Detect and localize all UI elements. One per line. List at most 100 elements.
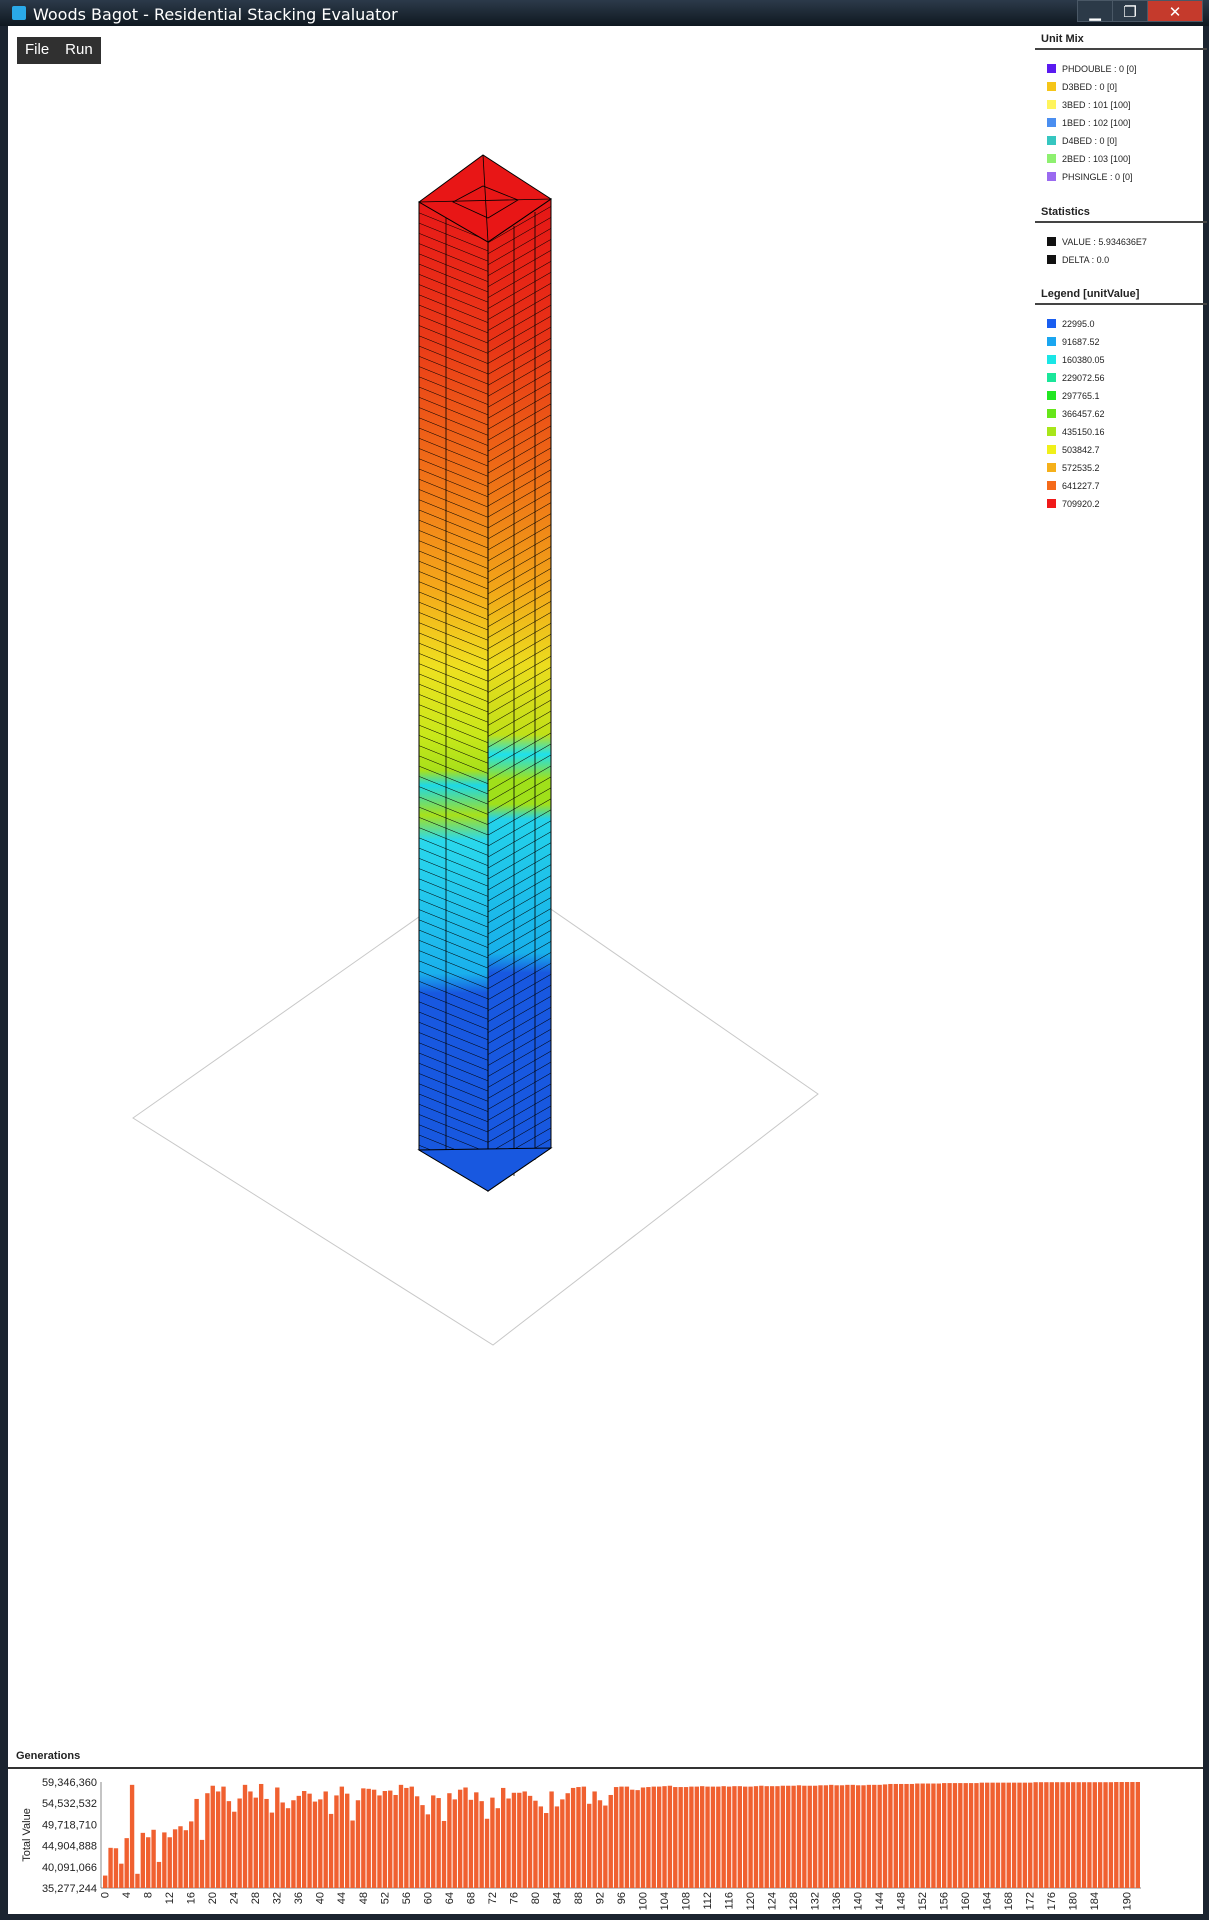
generation-bar (366, 1788, 371, 1888)
unit-mix-label: 1BED : 102 [100] (1062, 118, 1131, 128)
generation-bar (995, 1782, 1001, 1888)
x-tick-label: 0 (100, 1892, 112, 1898)
generation-bar (699, 1786, 705, 1888)
x-tick-label: 88 (573, 1892, 585, 1904)
x-tick-label: 104 (659, 1892, 671, 1910)
legend-label: 503842.7 (1062, 445, 1100, 455)
legend-item: 229072.56 (1035, 369, 1207, 387)
unit-mix-label: PHSINGLE : 0 [0] (1062, 172, 1133, 182)
generations-divider (8, 1767, 1203, 1769)
generation-bar (656, 1786, 662, 1888)
unit-mix-title: Unit Mix (1035, 30, 1207, 50)
generation-bar (748, 1786, 753, 1888)
generation-bar (834, 1785, 839, 1888)
generations-chart[interactable]: Total Value 35,277,244 40,091,066 44,904,88… (8, 1770, 1203, 1914)
x-tick-label: 60 (422, 1892, 434, 1904)
generation-bar (1135, 1782, 1140, 1888)
y-tick-label: 59,346,360 (42, 1777, 97, 1789)
generation-bar (1054, 1782, 1060, 1888)
statistic-item: VALUE : 5.934636E7 (1035, 233, 1207, 251)
x-tick-label: 100 (637, 1892, 649, 1910)
generation-bar (420, 1805, 425, 1888)
x-tick-label: 72 (487, 1892, 499, 1904)
menu-file[interactable]: File (25, 41, 50, 58)
generation-bar (151, 1829, 156, 1888)
generation-bar (592, 1791, 597, 1888)
generation-bar (533, 1800, 538, 1888)
generation-bar (328, 1813, 334, 1888)
generation-bar (1006, 1782, 1011, 1888)
generation-bar (759, 1785, 764, 1888)
x-tick-label: 84 (551, 1892, 563, 1904)
generation-bar (743, 1786, 748, 1888)
x-tick-label: 152 (917, 1892, 929, 1910)
generation-bar (258, 1783, 264, 1888)
legend-item: 91687.52 (1035, 333, 1207, 351)
generation-bar (301, 1791, 307, 1888)
unit-mix-swatch (1047, 100, 1056, 109)
close-button[interactable]: ✕ (1147, 0, 1203, 22)
generation-bar (291, 1800, 296, 1888)
unit-mix-item: 3BED : 101 [100] (1035, 96, 1207, 114)
x-tick-label: 136 (831, 1892, 843, 1910)
generation-bar (850, 1784, 855, 1888)
generation-bar (979, 1782, 985, 1888)
unit-mix-label: PHDOUBLE : 0 [0] (1062, 64, 1137, 74)
legend-title: Legend [unitValue] (1035, 285, 1207, 305)
generation-bar (103, 1875, 108, 1888)
y-tick-label: 40,091,066 (42, 1862, 97, 1874)
legend-panel: Legend [unitValue] 22995.0 91687.52 160380… (1035, 285, 1207, 513)
x-tick-label: 132 (810, 1892, 822, 1910)
window-frame-bottom (0, 1914, 1209, 1920)
window-titlebar[interactable]: Woods Bagot - Residential Stacking Evalu… (0, 0, 1209, 26)
generation-bar (221, 1786, 226, 1888)
generation-bar (1044, 1782, 1049, 1888)
generation-bar (1001, 1782, 1006, 1888)
x-tick-label: 180 (1068, 1892, 1080, 1910)
x-tick-label: 128 (788, 1892, 800, 1910)
generation-bar (587, 1803, 592, 1888)
generation-bar (264, 1798, 269, 1888)
window-frame-right (1203, 26, 1209, 1920)
maximize-button[interactable]: ❐ (1112, 0, 1148, 22)
y-tick-label: 49,718,710 (42, 1819, 97, 1831)
legend-label: 22995.0 (1062, 319, 1095, 329)
tower-model[interactable] (417, 154, 553, 1192)
generation-bar (318, 1799, 323, 1888)
legend-item: 297765.1 (1035, 387, 1207, 405)
generation-bar (382, 1791, 388, 1888)
generation-bar (888, 1783, 893, 1888)
generation-bar (931, 1783, 936, 1888)
tower-viewport[interactable] (8, 26, 1033, 1746)
generation-bar (705, 1786, 710, 1888)
generation-bar (893, 1783, 898, 1888)
generation-bar (538, 1806, 544, 1888)
x-tick-label: 176 (1046, 1892, 1058, 1910)
minimize-button[interactable]: ▁ (1077, 0, 1113, 22)
unit-mix-swatch (1047, 154, 1056, 163)
legend-item: 641227.7 (1035, 477, 1207, 495)
generation-bar (1060, 1782, 1065, 1888)
app-icon (12, 6, 26, 20)
menu-run[interactable]: Run (65, 41, 93, 58)
generation-bar (608, 1794, 613, 1888)
unit-mix-label: D3BED : 0 [0] (1062, 82, 1118, 92)
generation-bar (269, 1812, 275, 1888)
x-tick-label: 160 (960, 1892, 972, 1910)
generation-bar (678, 1787, 683, 1888)
x-tick-label: 164 (982, 1892, 994, 1910)
generation-bar (1038, 1782, 1044, 1888)
unit-mix-swatch (1047, 118, 1056, 127)
generation-bar (866, 1784, 872, 1888)
generation-bar (662, 1786, 667, 1888)
generation-bar (958, 1783, 963, 1888)
generation-bar (1076, 1782, 1081, 1888)
generation-bar (560, 1799, 565, 1888)
generation-bar (468, 1799, 474, 1888)
x-tick-label: 40 (315, 1892, 327, 1904)
generation-bar (479, 1801, 484, 1888)
unit-mix-swatch (1047, 136, 1056, 145)
generation-bar (570, 1787, 576, 1888)
generation-bar (1130, 1782, 1135, 1888)
legend-swatch (1047, 481, 1056, 490)
